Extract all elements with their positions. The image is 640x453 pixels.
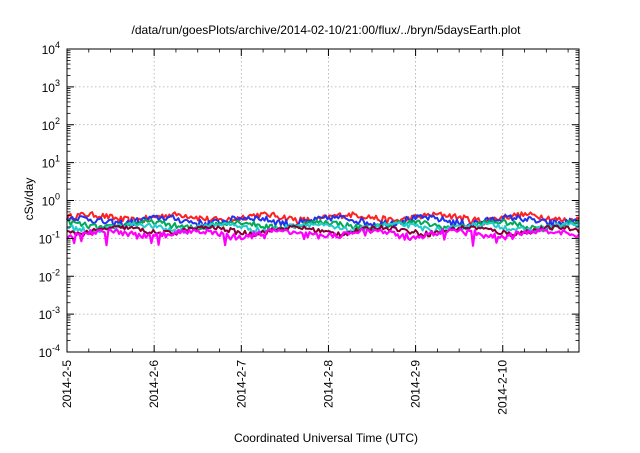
y-tick-label: 100 <box>42 192 60 209</box>
y-tick-label: 103 <box>42 78 60 95</box>
x-tick-label: 2014-2-5 <box>60 360 74 408</box>
axes: 10-4 10-3 10-2 10-1 100 101 102 103 104 2014-2-5 2… <box>39 40 580 415</box>
x-axis-label: Coordinated Universal Time (UTC) <box>234 431 418 445</box>
series-line <box>66 214 580 229</box>
y-tick-label: 10-4 <box>39 343 60 360</box>
x-tick-label: 2014-2-7 <box>234 360 248 408</box>
series-line <box>66 227 580 247</box>
y-tick-label: 101 <box>42 154 60 171</box>
x-tick-label: 2014-2-10 <box>496 360 510 415</box>
plot-frame <box>66 48 580 353</box>
x-tick-label: 2014-2-9 <box>409 360 423 408</box>
y-axis-label: cSv/day <box>22 178 36 221</box>
y-tick-label: 10-3 <box>39 305 60 322</box>
y-tick-label: 10-1 <box>39 229 60 246</box>
grid-lines <box>67 49 579 352</box>
chart-title: /data/run/goesPlots/archive/2014-02-10/2… <box>132 23 522 37</box>
y-tick-label: 104 <box>42 40 60 57</box>
y-tick-label: 102 <box>42 116 60 133</box>
series-group <box>66 211 580 247</box>
series-line <box>66 221 580 235</box>
series-line <box>66 224 580 238</box>
x-tick-label: 2014-2-8 <box>321 360 335 408</box>
x-tick-label: 2014-2-6 <box>147 360 161 408</box>
y-tick-label: 10-2 <box>39 267 60 284</box>
